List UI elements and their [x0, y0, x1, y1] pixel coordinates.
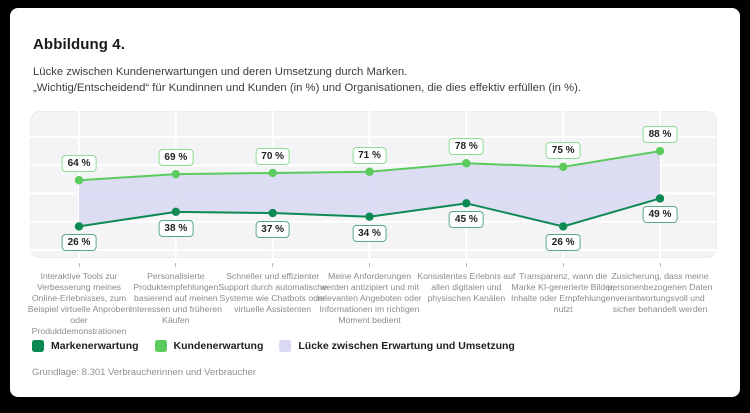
- legend-item: Lücke zwischen Erwartung und Umsetzung: [279, 340, 515, 352]
- footnote: Grundlage: 8.301 Verbraucherinnen und Ve…: [32, 367, 256, 378]
- value-label: 38 %: [158, 219, 194, 237]
- legend-swatch: [279, 340, 292, 352]
- value-label: 34 %: [352, 224, 387, 242]
- value-label: 71 %: [352, 146, 387, 164]
- axis-tick: [78, 263, 80, 267]
- category-column: Meine Anforderungen werden antizipiert u…: [314, 263, 426, 326]
- legend-label: Lücke zwischen Erwartung und Umsetzung: [298, 340, 515, 352]
- figure-card: Abbildung 4. Lücke zwischen Kundenerwart…: [10, 8, 740, 397]
- data-point-marker: [171, 169, 181, 179]
- value-label: 88 %: [642, 126, 678, 144]
- chart-plot-area: 64 % 69 % 70 % 71 % 78 % 75 % 88 % 26 % 38 % 37 %…: [30, 111, 717, 258]
- category-column: Konsistentes Erlebnis auf allen digitale…: [410, 263, 522, 304]
- category-column: Schneller und effizienter Support durch …: [217, 263, 329, 315]
- category-label: Transparenz, wann die Marke KI-generiert…: [510, 271, 616, 314]
- data-point-marker: [462, 199, 471, 208]
- legend-label: Markenerwartung: [51, 340, 139, 352]
- figure-subtitle-line2: „Wichtig/Entscheidend“ für Kundinnen und…: [33, 82, 582, 94]
- category-label: Zusicherung, dass meine personenbezogene…: [607, 271, 713, 314]
- category-column: Transparenz, wann die Marke KI-generiert…: [507, 263, 619, 315]
- axis-tick: [465, 263, 467, 267]
- data-point-marker: [655, 194, 665, 203]
- data-point-marker: [655, 146, 665, 156]
- axis-tick: [369, 263, 370, 267]
- axis-tick: [272, 263, 274, 267]
- category-label: Interaktive Tools zur Verbesserung meine…: [27, 271, 131, 336]
- axis-tick: [659, 263, 661, 267]
- legend-item: Markenerwartung: [32, 340, 139, 352]
- value-label: 78 %: [448, 138, 484, 156]
- category-label: Konsistentes Erlebnis auf allen digitale…: [417, 271, 516, 303]
- data-point-marker: [268, 168, 277, 178]
- data-point-marker: [365, 212, 374, 221]
- value-label: 26 %: [545, 234, 581, 252]
- value-label: 64 %: [61, 155, 97, 173]
- data-point-marker: [365, 167, 374, 176]
- data-point-marker: [558, 162, 568, 172]
- axis-tick: [562, 263, 564, 267]
- gap-area: [79, 151, 660, 227]
- category-label: Meine Anforderungen werden antizipiert u…: [317, 271, 422, 325]
- value-label: 26 %: [61, 234, 97, 252]
- legend-swatch: [154, 340, 167, 352]
- value-label: 70 %: [255, 147, 291, 165]
- data-point-marker: [74, 176, 84, 185]
- value-label: 45 %: [448, 211, 484, 229]
- value-label: 37 %: [255, 221, 291, 239]
- data-point-marker: [74, 222, 84, 231]
- category-column: Zusicherung, dass meine personenbezogene…: [604, 263, 716, 315]
- category-label: Personalisierte Produktempfehlungen basi…: [129, 271, 222, 325]
- value-label: 69 %: [158, 149, 194, 167]
- category-column: Interaktive Tools zur Verbesserung meine…: [23, 263, 135, 337]
- legend-item: Kundenerwartung: [154, 340, 264, 352]
- data-point-marker: [462, 159, 471, 168]
- category-column: Personalisierte Produktempfehlungen basi…: [120, 263, 232, 326]
- data-point-marker: [558, 222, 568, 231]
- data-point-marker: [171, 207, 181, 217]
- axis-tick: [175, 263, 177, 267]
- figure-subtitle-line1: Lücke zwischen Kundenerwartungen und der…: [33, 66, 408, 78]
- figure-title: Abbildung 4.: [33, 36, 126, 53]
- legend-swatch: [32, 340, 44, 352]
- chart-legend: Markenerwartung Kundenerwartung Lücke zwis…: [32, 340, 515, 352]
- value-label: 49 %: [642, 206, 678, 224]
- category-label: Schneller und effizienter Support durch …: [218, 271, 327, 314]
- category-axis: Interaktive Tools zur Verbesserung meine…: [10, 263, 740, 343]
- data-point-marker: [268, 208, 277, 218]
- legend-label: Kundenerwartung: [173, 340, 264, 352]
- value-label: 75 %: [545, 141, 581, 159]
